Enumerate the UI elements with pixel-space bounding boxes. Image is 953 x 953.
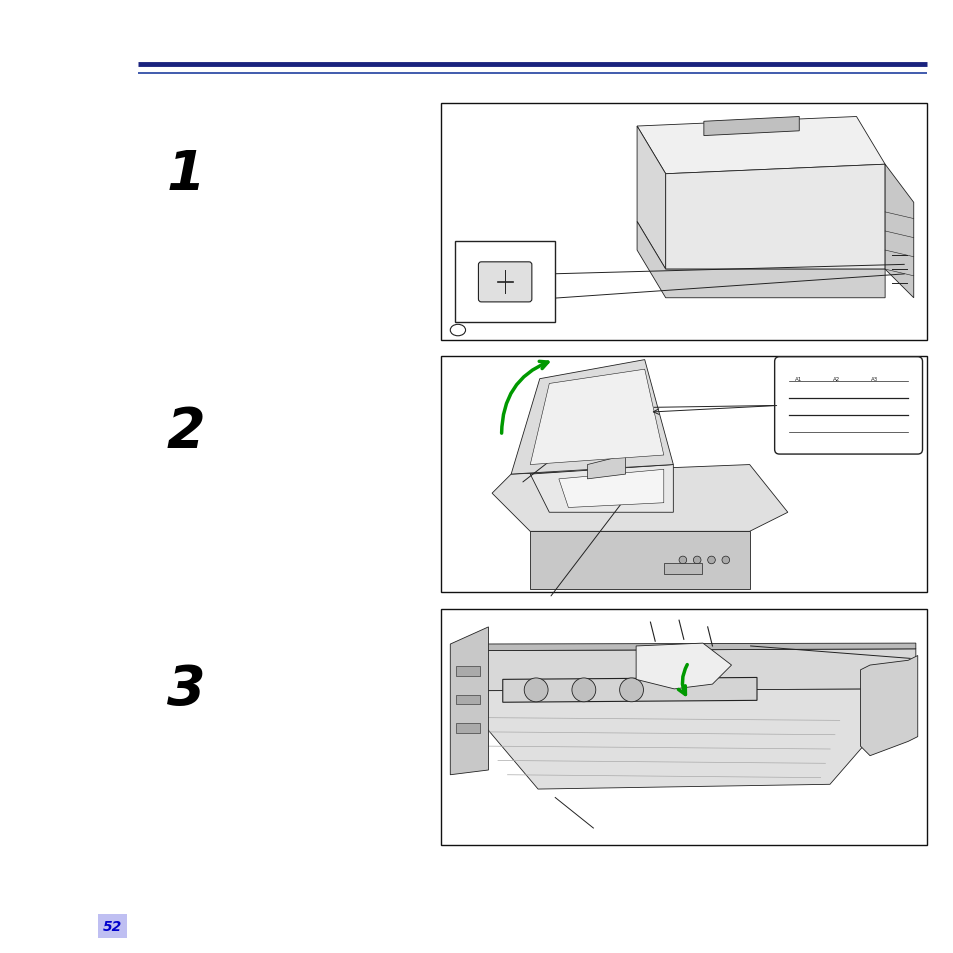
Polygon shape bbox=[450, 627, 488, 775]
Polygon shape bbox=[637, 222, 884, 298]
Polygon shape bbox=[636, 643, 731, 689]
Circle shape bbox=[721, 557, 729, 564]
Polygon shape bbox=[511, 360, 673, 475]
Polygon shape bbox=[530, 370, 663, 465]
Circle shape bbox=[693, 557, 700, 564]
Circle shape bbox=[679, 557, 686, 564]
Polygon shape bbox=[558, 470, 663, 508]
Text: A2: A2 bbox=[832, 376, 840, 382]
Polygon shape bbox=[530, 465, 673, 513]
Ellipse shape bbox=[450, 325, 465, 336]
Text: A1: A1 bbox=[794, 376, 801, 382]
FancyBboxPatch shape bbox=[478, 262, 532, 303]
Ellipse shape bbox=[619, 679, 642, 702]
Polygon shape bbox=[530, 532, 749, 589]
Bar bbox=[440, 356, 926, 593]
Polygon shape bbox=[587, 456, 625, 479]
Polygon shape bbox=[665, 165, 884, 270]
Polygon shape bbox=[637, 127, 665, 270]
Text: 2: 2 bbox=[167, 405, 205, 459]
Text: 3: 3 bbox=[167, 662, 205, 717]
Polygon shape bbox=[860, 656, 917, 756]
Polygon shape bbox=[455, 689, 912, 789]
Bar bbox=[456, 723, 479, 733]
Polygon shape bbox=[884, 165, 913, 298]
Polygon shape bbox=[452, 649, 915, 691]
Bar bbox=[455, 242, 555, 323]
Polygon shape bbox=[492, 465, 787, 532]
Polygon shape bbox=[452, 643, 915, 651]
Bar bbox=[440, 609, 926, 845]
Bar bbox=[456, 666, 479, 676]
Bar bbox=[440, 104, 926, 340]
Text: 1: 1 bbox=[167, 148, 205, 202]
FancyBboxPatch shape bbox=[774, 357, 922, 455]
Bar bbox=[456, 695, 479, 704]
Ellipse shape bbox=[524, 679, 547, 702]
Text: A3: A3 bbox=[870, 376, 878, 382]
Polygon shape bbox=[502, 678, 757, 702]
Circle shape bbox=[707, 557, 715, 564]
Bar bbox=[663, 563, 701, 575]
Polygon shape bbox=[703, 117, 799, 136]
Ellipse shape bbox=[572, 679, 595, 702]
Text: 52: 52 bbox=[103, 920, 122, 933]
Polygon shape bbox=[637, 117, 884, 174]
